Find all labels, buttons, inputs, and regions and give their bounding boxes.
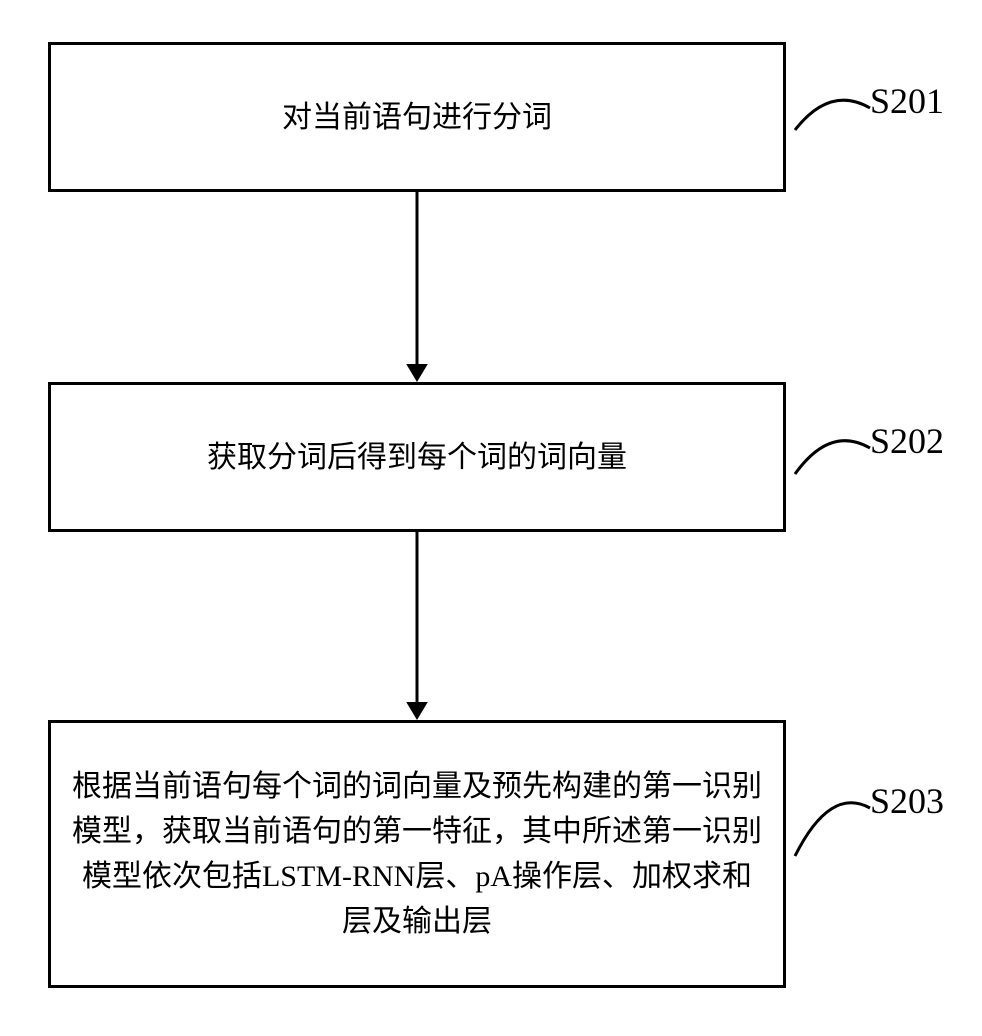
- arrow-2-to-3: [0, 0, 982, 1036]
